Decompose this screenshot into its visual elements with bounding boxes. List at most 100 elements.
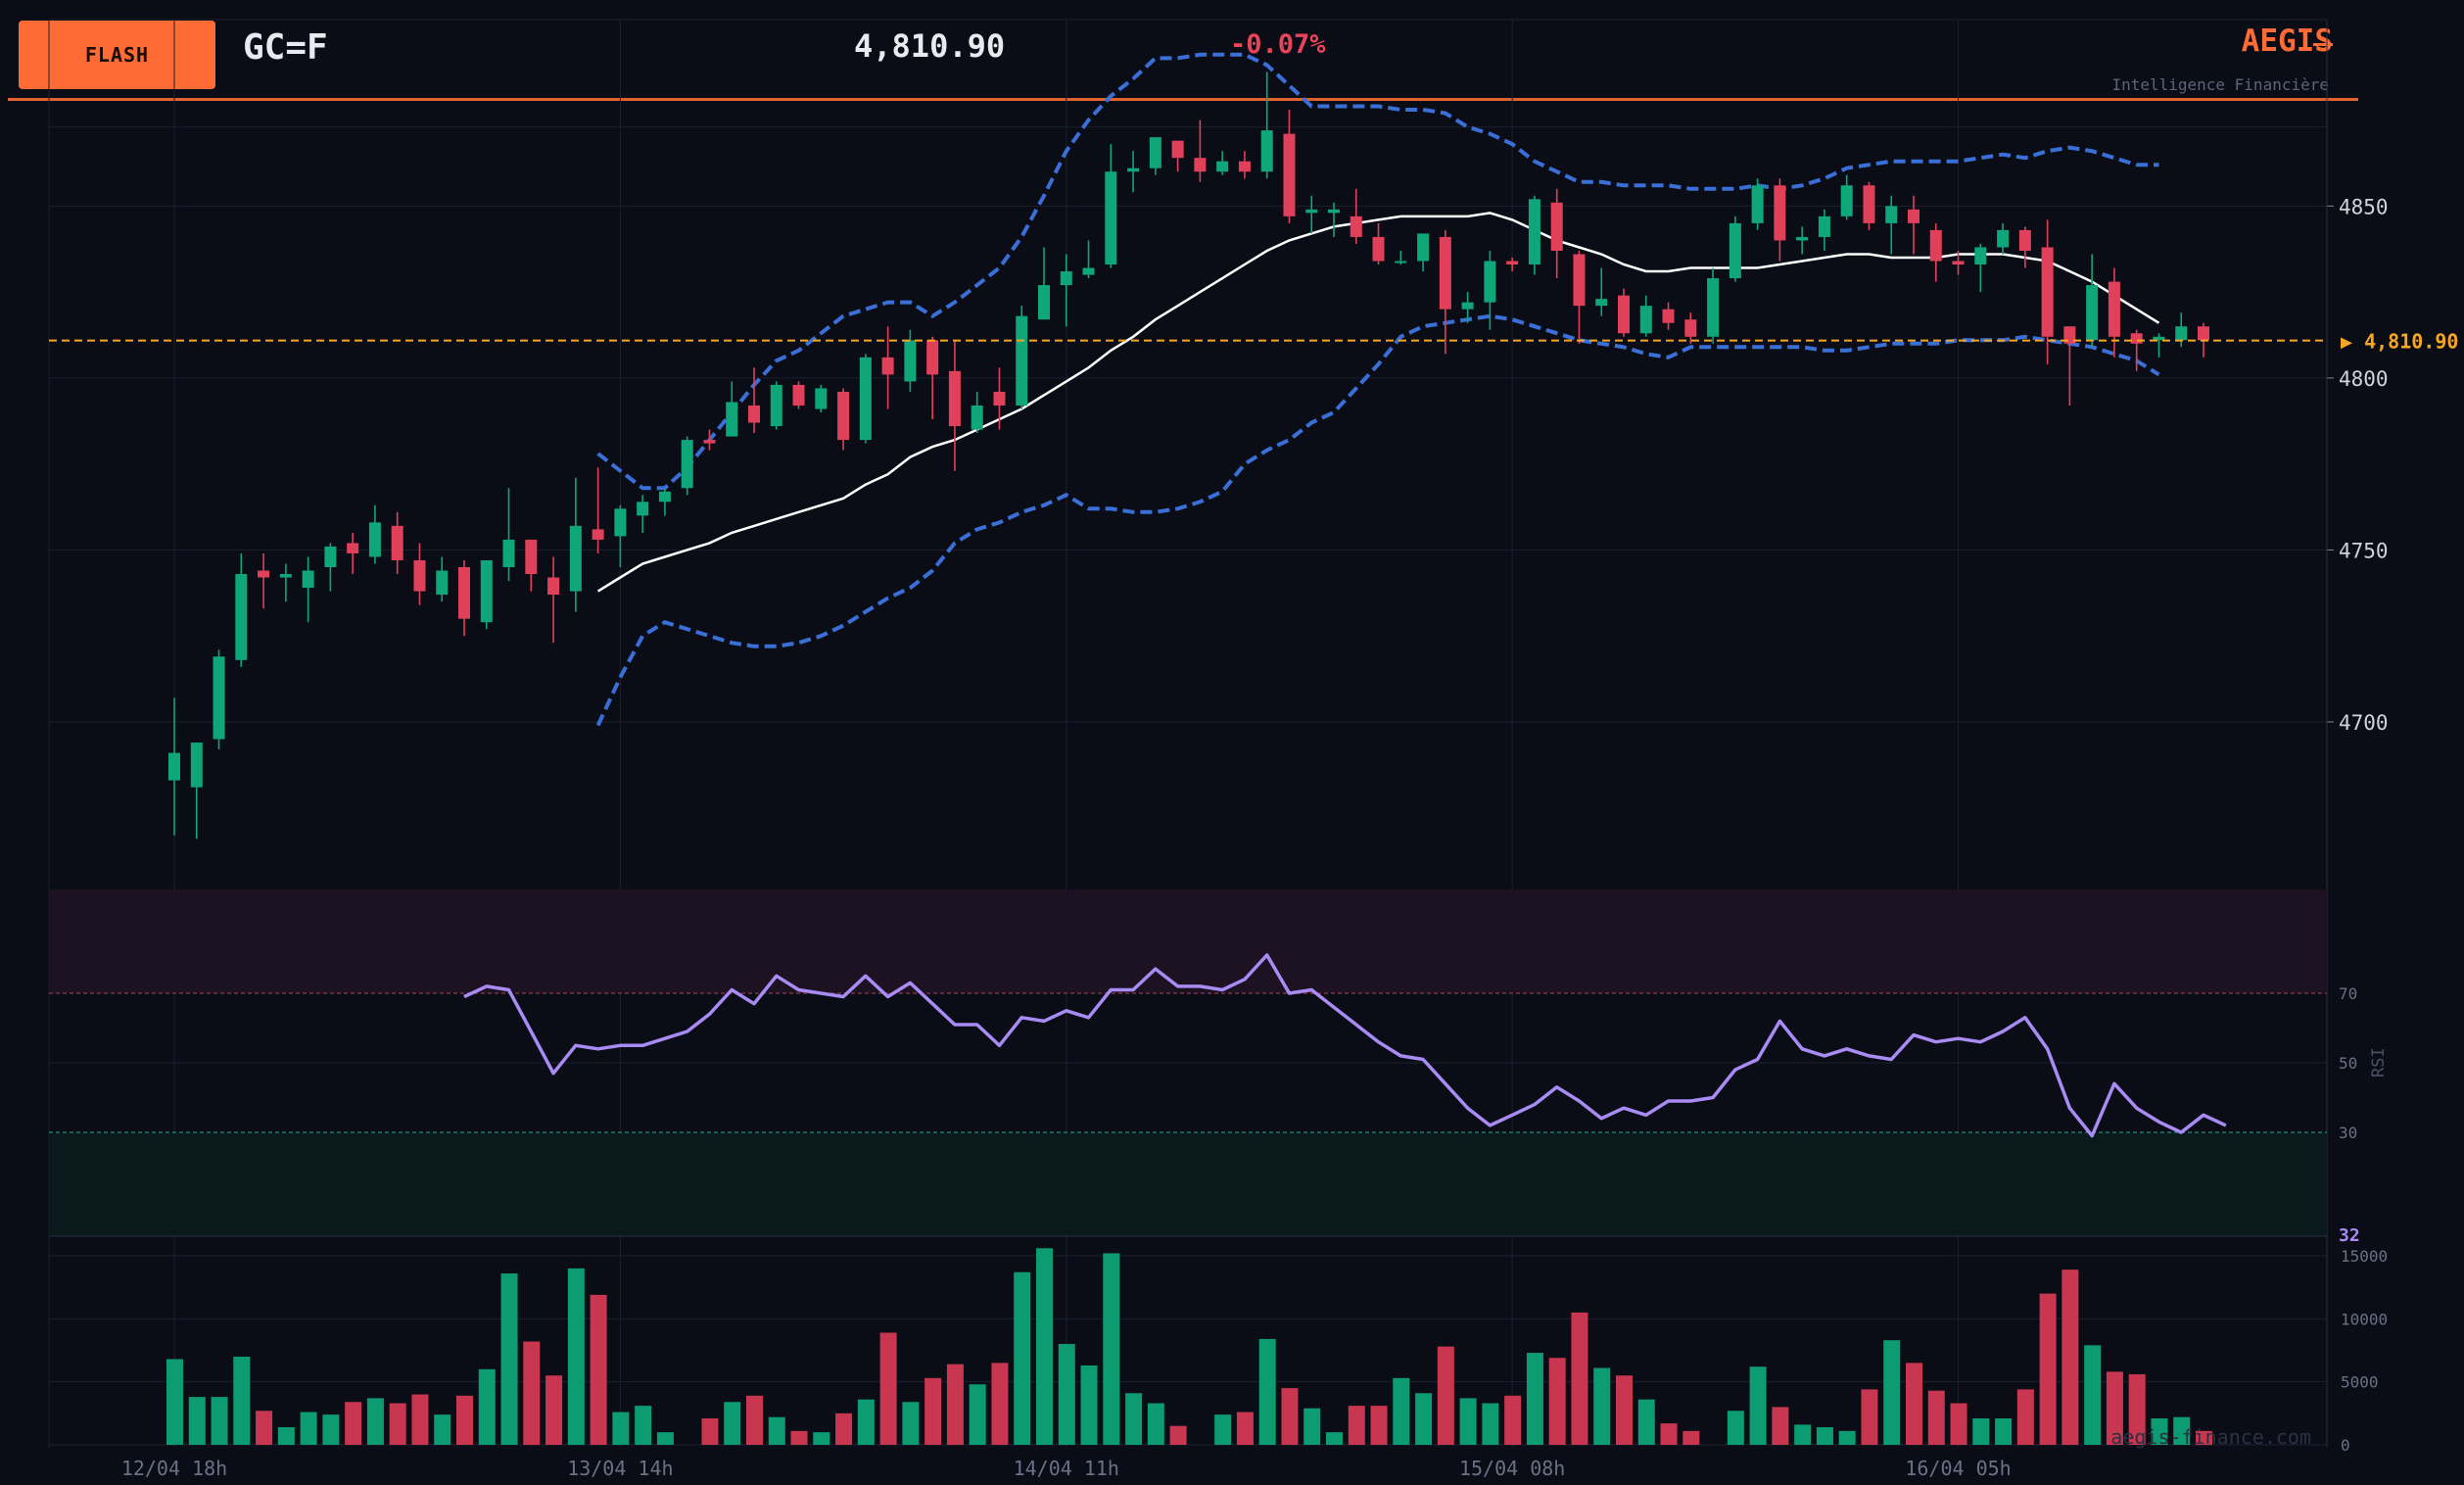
candle bbox=[1528, 195, 1540, 275]
candle bbox=[904, 329, 917, 392]
candle-body bbox=[1194, 158, 1207, 172]
price-tick-label: 4800 bbox=[2339, 367, 2389, 391]
candle-body bbox=[1439, 236, 1451, 310]
candle-body bbox=[302, 570, 314, 589]
time-axis-label: 14/04 11h bbox=[1014, 1457, 1119, 1480]
candle-body bbox=[614, 508, 627, 537]
bollinger-lower-line bbox=[595, 313, 2160, 727]
candle-body bbox=[1149, 137, 1161, 168]
candle bbox=[1171, 140, 1184, 172]
candle bbox=[1060, 254, 1072, 327]
volume-bar bbox=[567, 1268, 585, 1445]
candle-body bbox=[235, 574, 248, 660]
candle-body bbox=[1484, 261, 1496, 303]
candle bbox=[2086, 254, 2099, 348]
volume-bar bbox=[366, 1398, 384, 1445]
candle bbox=[1194, 120, 1207, 182]
volume-tick-label: 5000 bbox=[2341, 1373, 2379, 1392]
candle bbox=[926, 336, 939, 420]
volume-bar bbox=[590, 1294, 607, 1445]
candle bbox=[1461, 292, 1474, 323]
candle bbox=[525, 539, 538, 592]
candle-body bbox=[1238, 161, 1251, 172]
candle bbox=[2108, 267, 2120, 358]
candle bbox=[658, 488, 671, 516]
candle bbox=[2153, 333, 2165, 358]
volume-bar bbox=[1169, 1425, 1187, 1445]
candle-body bbox=[569, 525, 582, 592]
candle-body bbox=[368, 522, 381, 557]
candle bbox=[1639, 295, 1652, 337]
candle-body bbox=[480, 559, 493, 623]
candle bbox=[436, 556, 449, 602]
ticker-symbol: GC=F bbox=[243, 27, 328, 68]
candle-body bbox=[703, 440, 716, 444]
rsi-tick-label: 50 bbox=[2339, 1054, 2357, 1073]
candle bbox=[748, 367, 760, 434]
candle bbox=[547, 556, 560, 644]
volume-bar bbox=[1125, 1393, 1143, 1445]
candle-body bbox=[2175, 326, 2188, 341]
volume-tick-label: 0 bbox=[2341, 1436, 2350, 1455]
volume-bar bbox=[1281, 1388, 1299, 1445]
candle-body bbox=[1506, 261, 1519, 265]
candle-body bbox=[1707, 278, 1720, 337]
candle bbox=[168, 697, 180, 836]
candle-body bbox=[2108, 281, 2120, 337]
sma-line bbox=[596, 212, 2160, 593]
price-panel bbox=[49, 103, 2327, 886]
volume-bar bbox=[790, 1430, 808, 1445]
volume-bar bbox=[902, 1402, 920, 1445]
candle bbox=[815, 384, 828, 412]
candle-body bbox=[681, 440, 693, 489]
volume-bar bbox=[1437, 1346, 1454, 1445]
watermark: aegis-finance.com bbox=[2110, 1425, 2311, 1449]
volume-bar bbox=[300, 1412, 317, 1445]
candle-body bbox=[2041, 247, 2054, 337]
volume-bar bbox=[1794, 1424, 1812, 1445]
volume-bar bbox=[188, 1397, 206, 1445]
volume-bar bbox=[1682, 1430, 1700, 1445]
price-tick-label: 4750 bbox=[2339, 539, 2389, 562]
candle bbox=[1238, 151, 1251, 179]
candle bbox=[837, 388, 850, 451]
candle-body bbox=[1216, 161, 1229, 172]
candle bbox=[1952, 250, 1965, 275]
volume-bar bbox=[857, 1399, 875, 1445]
candle-body bbox=[547, 577, 560, 596]
price-tick-label: 4700 bbox=[2339, 711, 2389, 735]
volume-bar bbox=[1927, 1390, 1945, 1445]
candle bbox=[1506, 258, 1519, 272]
volume-bar bbox=[322, 1414, 340, 1445]
volume-bar bbox=[1236, 1412, 1254, 1445]
volume-bar bbox=[1838, 1430, 1856, 1445]
volume-bar bbox=[1593, 1367, 1611, 1445]
candle-body bbox=[347, 543, 359, 553]
candle bbox=[1662, 302, 1675, 330]
candle bbox=[1395, 250, 1407, 265]
volume-bar bbox=[946, 1364, 964, 1445]
candle bbox=[1684, 312, 1697, 344]
candle-body bbox=[458, 567, 470, 619]
candle-body bbox=[1908, 209, 1919, 223]
candle bbox=[1908, 195, 1919, 255]
candle-body bbox=[1818, 216, 1830, 237]
price-change: -0.07% bbox=[1230, 29, 1326, 60]
candle-body bbox=[726, 402, 738, 437]
candle-body bbox=[1060, 271, 1072, 286]
candle bbox=[1350, 188, 1362, 244]
candle-body bbox=[2018, 229, 2031, 251]
volume-bar bbox=[2151, 1417, 2168, 1445]
candle bbox=[1751, 178, 1764, 230]
candle-body bbox=[413, 559, 426, 592]
volume-bar bbox=[2196, 1430, 2212, 1445]
candle bbox=[1127, 151, 1140, 193]
candle-body bbox=[2086, 285, 2099, 341]
candle-body bbox=[168, 752, 180, 781]
candle bbox=[368, 504, 381, 564]
candle-body bbox=[1038, 285, 1050, 320]
candle-body bbox=[1550, 202, 1563, 251]
candle-body bbox=[926, 340, 939, 375]
volume-bar bbox=[1727, 1411, 1744, 1445]
